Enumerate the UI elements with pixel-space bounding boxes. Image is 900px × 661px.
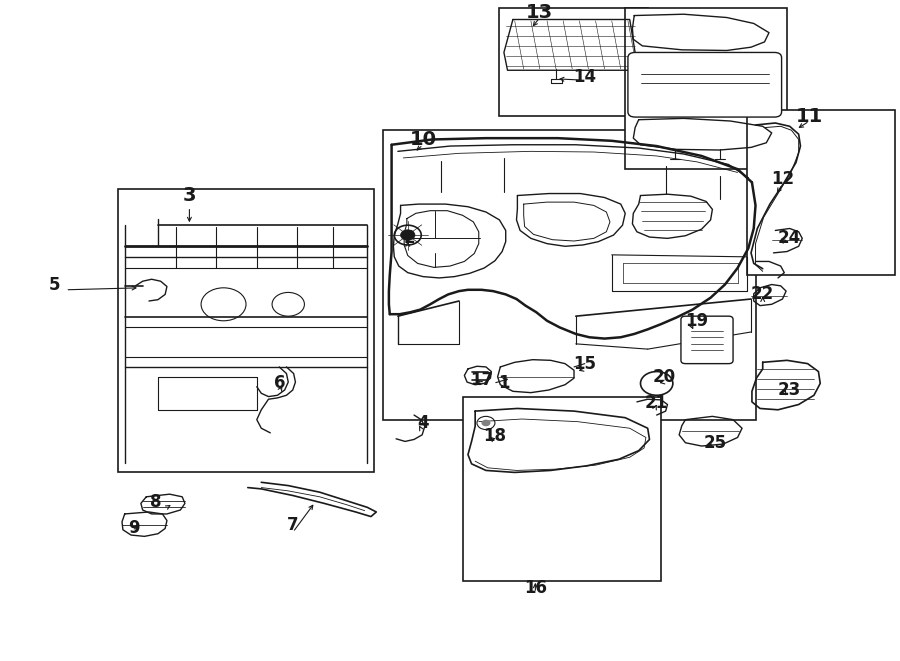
Text: 4: 4: [418, 414, 429, 432]
Text: 14: 14: [573, 68, 597, 86]
Bar: [500, 8, 648, 116]
Text: 13: 13: [526, 3, 554, 22]
Circle shape: [482, 420, 490, 426]
Text: 3: 3: [183, 186, 196, 205]
Text: 18: 18: [483, 427, 507, 445]
Circle shape: [400, 230, 415, 241]
Text: 21: 21: [645, 394, 668, 412]
Bar: [118, 189, 374, 473]
Text: 22: 22: [752, 286, 774, 303]
Bar: [382, 130, 755, 420]
Bar: [746, 110, 895, 274]
Text: 7: 7: [287, 516, 299, 534]
Text: 11: 11: [796, 107, 824, 126]
Text: 2: 2: [404, 229, 416, 247]
Bar: [464, 397, 662, 581]
Text: 19: 19: [686, 312, 708, 330]
Text: 17: 17: [470, 371, 493, 389]
Text: 24: 24: [778, 229, 801, 247]
Text: 9: 9: [128, 520, 140, 537]
Text: 15: 15: [573, 355, 597, 373]
Text: 12: 12: [771, 170, 794, 188]
FancyBboxPatch shape: [628, 52, 781, 117]
Text: 8: 8: [150, 493, 162, 511]
FancyBboxPatch shape: [681, 316, 733, 364]
Text: 20: 20: [652, 368, 675, 386]
Text: 5: 5: [49, 276, 60, 293]
Text: 1: 1: [499, 374, 509, 393]
Text: 16: 16: [524, 579, 547, 597]
Text: 23: 23: [778, 381, 801, 399]
Bar: [626, 8, 787, 169]
Text: 10: 10: [410, 130, 436, 149]
Text: 25: 25: [704, 434, 726, 451]
Text: 6: 6: [274, 374, 285, 393]
